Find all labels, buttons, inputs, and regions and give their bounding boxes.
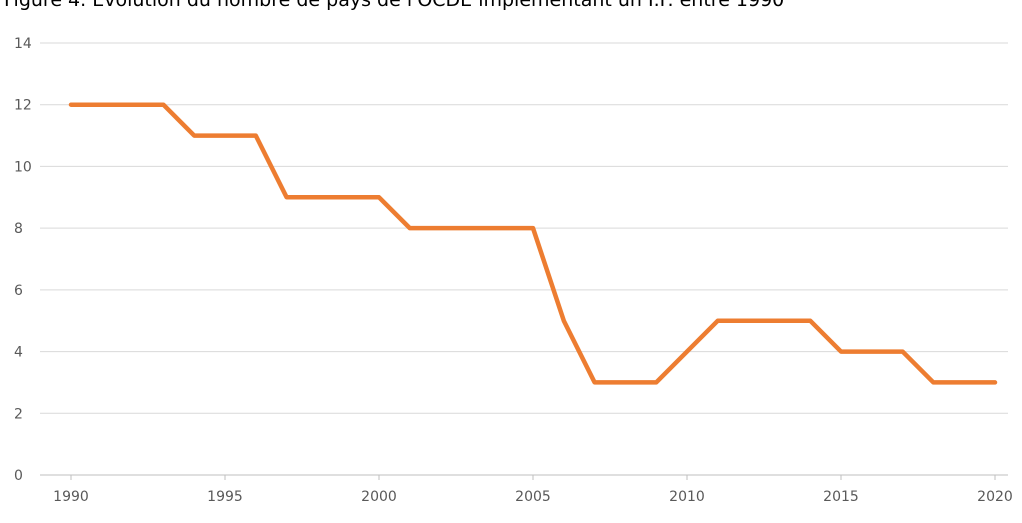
chart-title: Figure 4. Evolution du nombre de pays de… bbox=[4, 0, 784, 11]
x-tick-label: 2010 bbox=[669, 489, 705, 505]
y-tick-label: 12 bbox=[14, 98, 32, 114]
x-tick-label: 2005 bbox=[515, 489, 551, 505]
x-tick-label: 1990 bbox=[53, 489, 89, 505]
data-line bbox=[68, 102, 998, 385]
y-tick-label: 10 bbox=[14, 159, 32, 175]
y-tick-label: 2 bbox=[14, 406, 23, 422]
x-tick-label: 2020 bbox=[977, 489, 1013, 505]
x-tick-label: 1995 bbox=[207, 489, 243, 505]
y-tick-label: 14 bbox=[14, 36, 32, 52]
y-tick-label: 4 bbox=[14, 345, 23, 361]
x-tick-label: 2015 bbox=[823, 489, 859, 505]
y-tick-label: 6 bbox=[14, 283, 23, 299]
x-tick-label: 2000 bbox=[361, 489, 397, 505]
y-tick-label: 8 bbox=[14, 221, 23, 237]
y-tick-label: 0 bbox=[14, 468, 23, 484]
